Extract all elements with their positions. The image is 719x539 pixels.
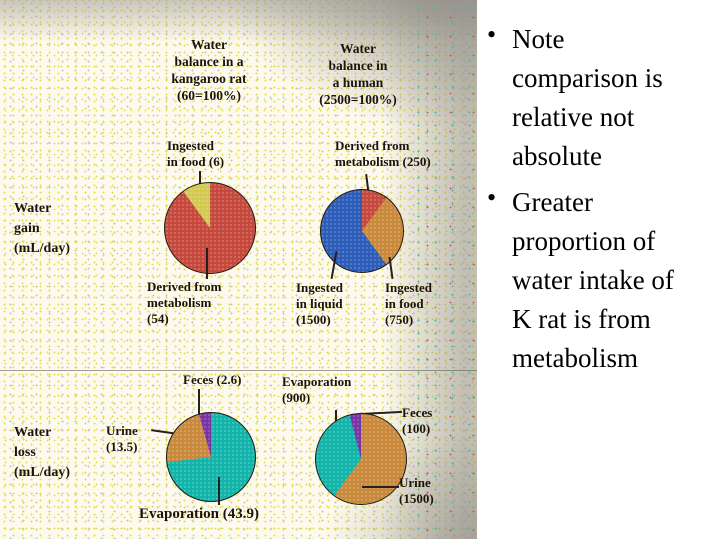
label-line: Ingested xyxy=(296,280,343,295)
axis-line: (mL/day) xyxy=(14,241,70,256)
water-balance-figure: Water balance in a kangaroo rat (60=100%… xyxy=(0,0,477,539)
bullet-line: metabolism xyxy=(512,343,638,373)
bullet-greater-proportion: • Greater proportion of water intake of … xyxy=(487,183,712,378)
label-line: Urine xyxy=(106,423,138,438)
axis-line: (mL/day) xyxy=(14,465,70,480)
pointer-line xyxy=(218,477,220,505)
bullet-text: Greater proportion of water intake of K … xyxy=(512,183,712,378)
label-line: (900) xyxy=(282,390,311,405)
pie-krat-water-loss xyxy=(166,412,256,502)
label-human-feces: Feces (100) xyxy=(402,405,432,437)
bullet-icon: • xyxy=(487,20,497,49)
label-line: (1500) xyxy=(296,312,331,327)
bullet-line: relative not xyxy=(512,102,635,132)
pointer-line xyxy=(206,248,208,279)
title-line: kangaroo rat xyxy=(171,71,247,86)
label-krat-metabolism: Derived from metabolism (54) xyxy=(147,279,221,327)
bullet-line: absolute xyxy=(512,141,602,171)
pie-human-water-gain xyxy=(320,189,404,273)
label-line: metabolism (250) xyxy=(335,154,431,169)
label-krat-urine: Urine (13.5) xyxy=(106,423,138,455)
label-krat-feces: Feces (2.6) xyxy=(183,372,241,388)
bullet-line: K rat is from xyxy=(512,304,651,334)
scan-color-speckle xyxy=(407,0,477,539)
bullet-text: Note comparison is relative not absolute xyxy=(512,20,712,176)
bullet-line: comparison is xyxy=(512,63,663,93)
title-line: balance in a xyxy=(174,54,244,69)
bullet-note-comparison: • Note comparison is relative not absolu… xyxy=(487,20,712,176)
label-human-metabolism: Derived from metabolism (250) xyxy=(335,138,431,170)
notes-panel: • Note comparison is relative not absolu… xyxy=(477,0,719,539)
label-krat-evaporation: Evaporation (43.9) xyxy=(139,506,259,522)
label-human-urine: Urine (1500) xyxy=(399,475,434,507)
title-line: balance in xyxy=(328,58,388,73)
label-line: in food (6) xyxy=(167,154,225,169)
label-line: in food xyxy=(385,296,424,311)
label-line: (750) xyxy=(385,312,414,327)
label-line: Evaporation xyxy=(282,374,352,389)
bullet-line: proportion of xyxy=(512,226,656,256)
krat-column-title: Water balance in a kangaroo rat (60=100%… xyxy=(150,36,268,104)
label-line: Ingested xyxy=(167,138,214,153)
axis-line: loss xyxy=(14,445,36,460)
axis-line: Water xyxy=(14,425,52,440)
label-line: Feces xyxy=(402,405,433,420)
label-line: (54) xyxy=(147,311,169,326)
bullet-line: Note xyxy=(512,24,565,54)
label-line: in liquid xyxy=(296,296,343,311)
label-line: metabolism xyxy=(147,295,212,310)
label-human-ingested-food: Ingested in food (750) xyxy=(385,280,432,328)
pointer-line xyxy=(198,389,200,414)
panel-divider-line xyxy=(0,370,477,371)
human-column-title: Water balance in a human (2500=100%) xyxy=(306,40,410,108)
label-line: (13.5) xyxy=(106,439,138,454)
bullet-line: Greater xyxy=(512,187,593,217)
label-line: Feces (2.6) xyxy=(183,372,242,387)
label-line: Urine xyxy=(399,475,431,490)
axis-line: gain xyxy=(14,221,40,236)
title-line: (2500=100%) xyxy=(319,92,397,107)
label-line: Derived from xyxy=(335,138,410,153)
water-gain-axis-label: Water gain (mL/day) xyxy=(14,199,70,259)
pie-human-water-loss xyxy=(315,413,407,505)
label-line: Derived from xyxy=(147,279,222,294)
pie-krat-water-gain xyxy=(164,182,256,274)
title-line: a human xyxy=(332,75,384,90)
label-line: Evaporation (43.9) xyxy=(139,506,259,522)
label-human-ingested-liquid: Ingested in liquid (1500) xyxy=(296,280,343,328)
water-loss-axis-label: Water loss (mL/day) xyxy=(14,423,70,483)
label-line: (100) xyxy=(402,421,431,436)
bullet-icon: • xyxy=(487,183,497,212)
label-line: (1500) xyxy=(399,491,434,506)
title-line: Water xyxy=(191,37,227,52)
bullet-line: water intake of xyxy=(512,265,674,295)
label-krat-ingested-food: Ingested in food (6) xyxy=(167,138,224,170)
label-line: Ingested xyxy=(385,280,432,295)
title-line: Water xyxy=(340,41,376,56)
axis-line: Water xyxy=(14,201,52,216)
title-line: (60=100%) xyxy=(177,88,241,103)
label-human-evaporation: Evaporation (900) xyxy=(282,374,351,406)
pointer-line xyxy=(362,486,399,488)
